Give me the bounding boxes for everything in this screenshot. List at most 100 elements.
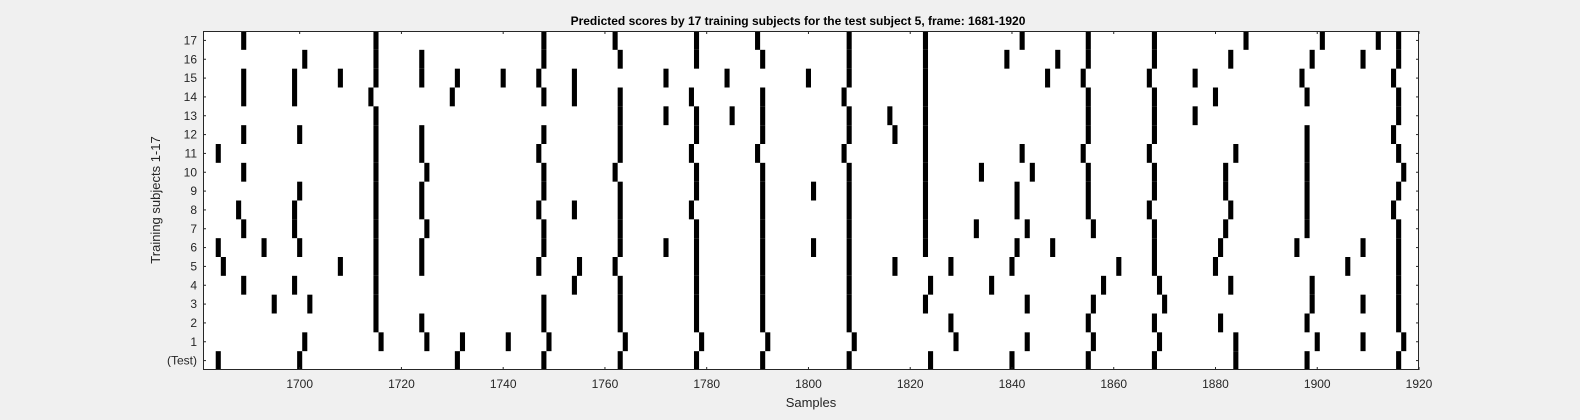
data-mark [1228,200,1234,220]
data-mark [1085,313,1091,333]
data-mark [373,294,379,314]
data-mark [1233,332,1239,352]
data-mark [241,219,247,239]
data-mark [1085,125,1091,144]
y-tick-label: 3 [190,297,197,311]
data-mark [373,257,379,276]
y-tick-label: 16 [184,52,198,66]
data-mark [571,275,577,295]
data-mark [922,294,929,314]
data-mark [1162,294,1168,314]
y-tick-label: 8 [190,203,197,217]
data-mark [892,125,898,144]
data-mark [1085,106,1091,126]
data-mark [546,332,552,352]
data-mark [846,162,852,182]
y-tick-label: 12 [184,128,198,142]
data-mark [887,106,893,126]
data-mark [241,87,247,107]
y-tick-label: 9 [190,184,197,198]
data-mark [617,87,623,107]
data-mark [1304,125,1310,144]
data-mark [541,87,547,107]
y-tick-label: 10 [184,165,198,179]
data-mark [846,294,852,314]
data-mark [1294,238,1300,257]
data-mark [454,351,460,370]
data-mark [1396,257,1402,276]
data-mark [571,200,577,220]
data-mark [693,31,700,50]
data-mark [617,294,623,314]
data-mark [302,332,308,352]
data-mark [1014,181,1020,201]
data-mark [1151,313,1157,333]
data-mark [1151,49,1157,69]
data-mark [541,238,547,257]
data-mark [373,31,379,50]
data-mark [1223,162,1229,182]
data-mark [1360,49,1366,69]
data-mark [373,49,379,69]
data-mark [1375,31,1381,50]
data-mark [373,238,379,257]
data-mark [271,294,277,314]
data-mark [373,144,379,163]
data-mark [1218,313,1224,333]
data-mark [1228,49,1234,69]
data-mark [1045,68,1051,88]
data-mark [1151,106,1157,126]
data-mark [1391,68,1397,88]
data-mark [617,275,623,295]
data-mark [541,219,547,239]
x-tick-label: 1880 [1202,377,1229,391]
data-mark [922,162,929,182]
data-mark [1029,162,1035,182]
data-mark [663,106,669,126]
data-mark [261,238,267,257]
data-mark [1151,219,1157,239]
data-mark [1146,68,1152,88]
data-mark [1014,200,1020,220]
data-mark [1396,106,1402,126]
data-mark [1319,31,1325,50]
data-mark [236,200,242,220]
data-mark [1024,294,1030,314]
data-mark [541,351,547,370]
data-mark [805,68,811,88]
data-mark [1299,68,1305,88]
data-mark [241,68,247,88]
data-mark [617,313,623,333]
data-mark [1396,351,1402,370]
data-mark [1151,351,1157,370]
data-mark [1396,31,1402,50]
data-mark [811,238,817,257]
data-mark [1360,238,1366,257]
data-mark [292,68,298,88]
data-mark [373,125,379,144]
data-mark [541,313,547,333]
data-mark [892,257,898,276]
data-mark [617,144,623,163]
data-mark [1223,181,1229,201]
data-mark [1391,125,1397,144]
data-mark [729,106,735,126]
data-mark [693,238,700,257]
data-mark [617,49,623,69]
data-mark [699,332,705,352]
data-mark [1314,332,1320,352]
data-mark [373,68,379,88]
data-mark [760,294,766,314]
data-mark [571,68,577,88]
x-tick-label: 1780 [693,377,720,391]
data-mark [928,275,934,295]
data-mark [541,49,547,69]
data-mark [1192,106,1198,126]
data-mark [760,200,766,220]
data-marks [215,31,1407,370]
data-mark [1080,144,1086,163]
data-mark [215,144,221,163]
data-mark [1304,144,1310,163]
data-mark [1085,31,1091,50]
